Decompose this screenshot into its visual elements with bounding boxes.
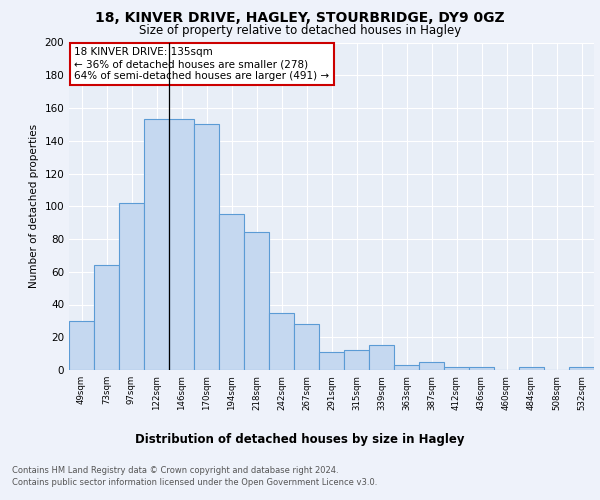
Bar [294,324,319,370]
Bar [69,321,94,370]
Bar [194,124,219,370]
Bar [344,350,369,370]
Bar [144,120,169,370]
Text: 18 KINVER DRIVE: 135sqm
← 36% of detached houses are smaller (278)
64% of semi-d: 18 KINVER DRIVE: 135sqm ← 36% of detache… [74,48,329,80]
Bar [269,312,294,370]
Bar [469,366,494,370]
Bar [369,346,394,370]
Bar [169,120,194,370]
Bar [244,232,269,370]
Bar [394,365,419,370]
Bar [319,352,344,370]
Bar [94,265,119,370]
Bar [569,366,594,370]
Bar [519,366,544,370]
Bar [119,203,144,370]
Y-axis label: Number of detached properties: Number of detached properties [29,124,39,288]
Bar [419,362,444,370]
Text: 18, KINVER DRIVE, HAGLEY, STOURBRIDGE, DY9 0GZ: 18, KINVER DRIVE, HAGLEY, STOURBRIDGE, D… [95,11,505,25]
Text: Contains public sector information licensed under the Open Government Licence v3: Contains public sector information licen… [12,478,377,487]
Text: Size of property relative to detached houses in Hagley: Size of property relative to detached ho… [139,24,461,37]
Text: Contains HM Land Registry data © Crown copyright and database right 2024.: Contains HM Land Registry data © Crown c… [12,466,338,475]
Bar [219,214,244,370]
Text: Distribution of detached houses by size in Hagley: Distribution of detached houses by size … [135,432,465,446]
Bar [444,366,469,370]
